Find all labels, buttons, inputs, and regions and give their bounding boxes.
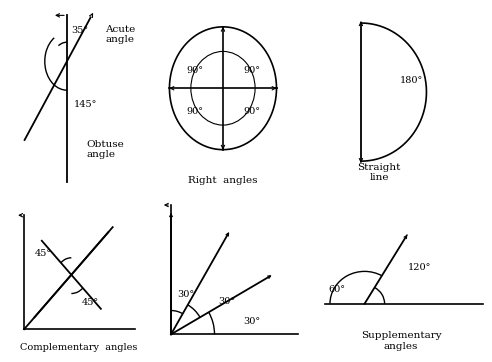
- Text: Complementary  angles: Complementary angles: [20, 344, 137, 353]
- Text: 30°: 30°: [243, 317, 260, 326]
- Text: 90°: 90°: [186, 107, 203, 116]
- Text: 90°: 90°: [243, 67, 260, 76]
- Text: 90°: 90°: [186, 67, 203, 76]
- Text: Right  angles: Right angles: [188, 176, 258, 185]
- Text: 120°: 120°: [407, 263, 431, 272]
- Text: 45°: 45°: [35, 249, 52, 258]
- Text: 180°: 180°: [400, 76, 424, 85]
- Text: 60°: 60°: [329, 285, 346, 294]
- Text: Acute
angle: Acute angle: [105, 25, 135, 44]
- Text: 30°: 30°: [178, 290, 195, 299]
- Text: 145°: 145°: [74, 100, 98, 109]
- Text: Straight
line: Straight line: [358, 163, 401, 182]
- Text: Obtuse
angle: Obtuse angle: [86, 140, 124, 159]
- Text: 30°: 30°: [218, 297, 235, 306]
- Text: Supplementary
angles: Supplementary angles: [361, 332, 441, 351]
- Text: 45°: 45°: [82, 298, 99, 307]
- Text: 90°: 90°: [243, 107, 260, 116]
- Text: 35°: 35°: [71, 26, 89, 34]
